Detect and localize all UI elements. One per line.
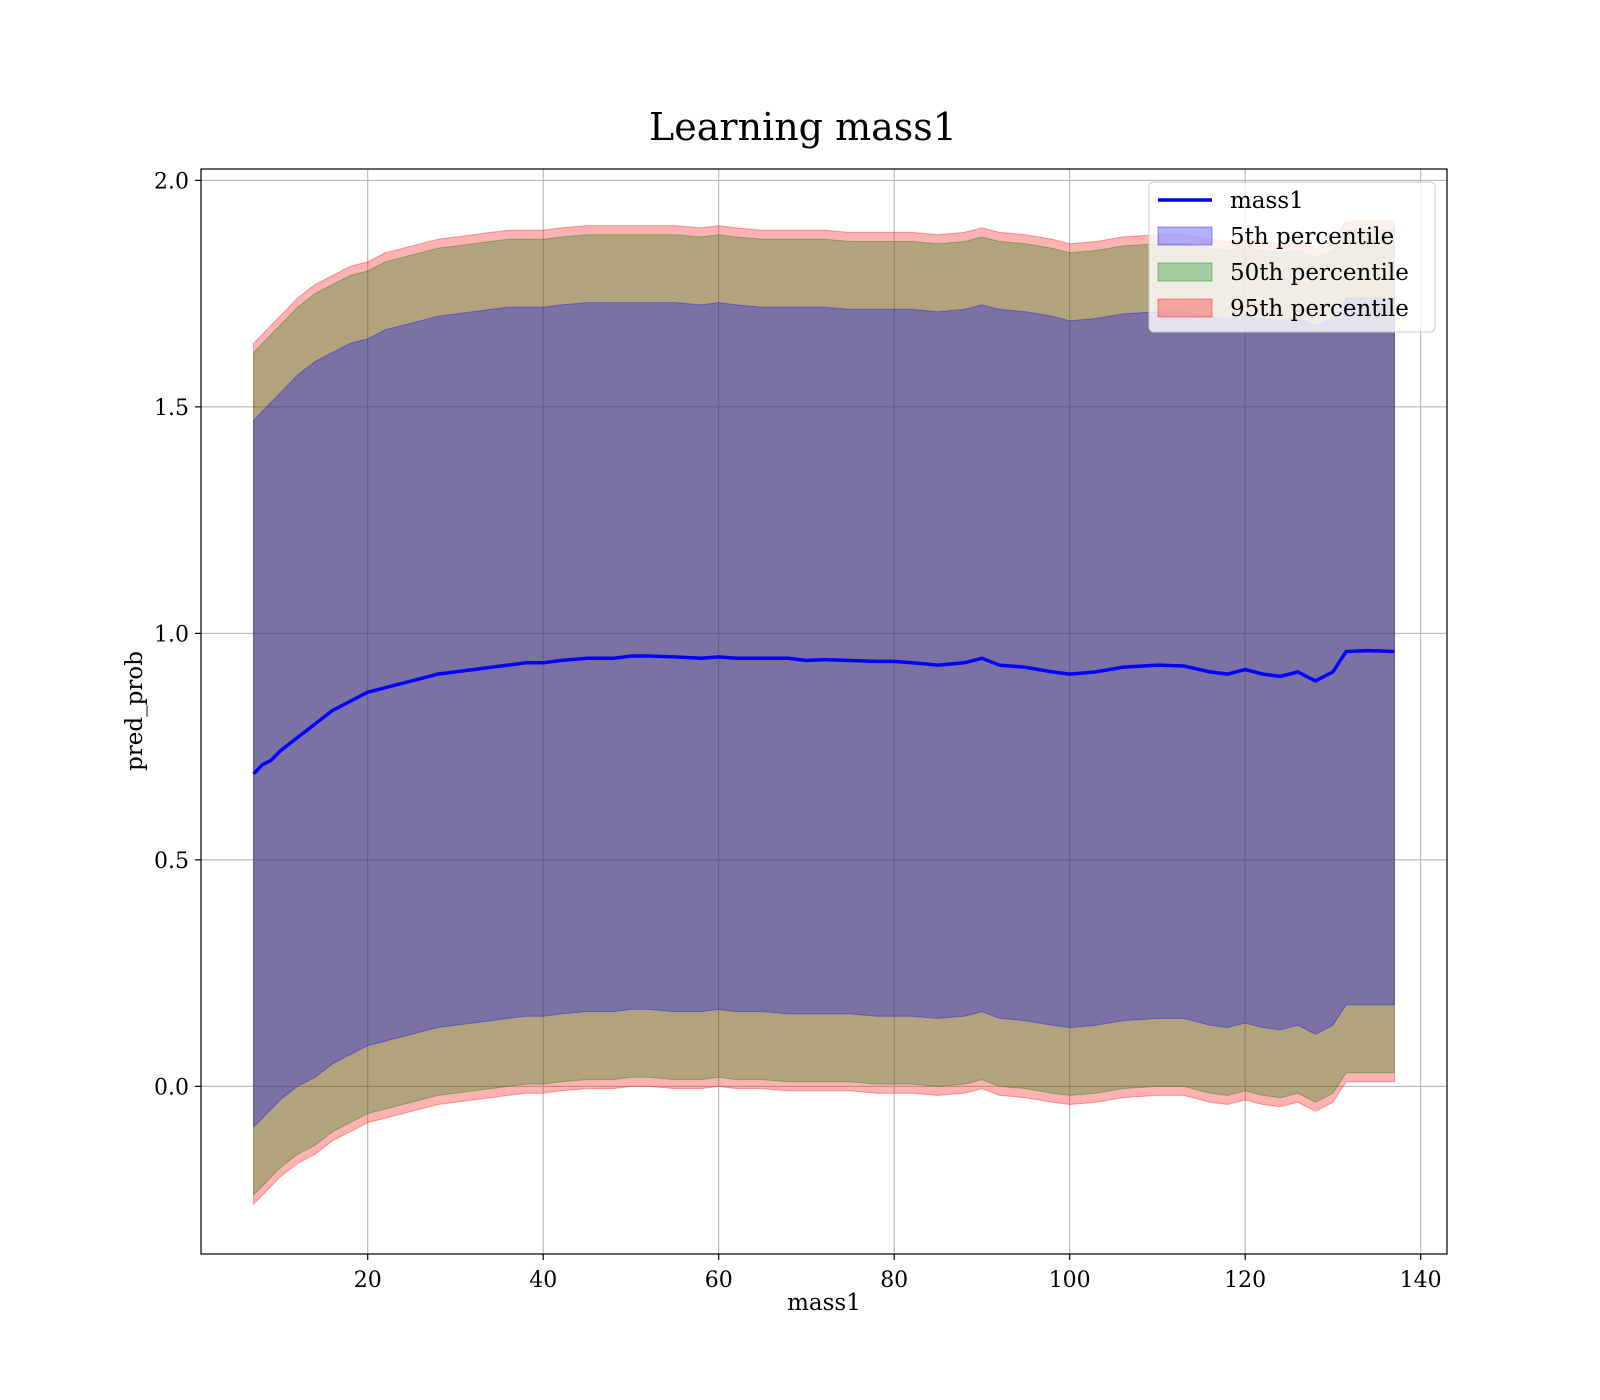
band-5th	[253, 297, 1395, 1129]
plot-background	[201, 169, 1447, 1254]
y-tick-label: 2.0	[154, 169, 189, 194]
chart-title: Learning mass1	[649, 105, 957, 149]
plot-area	[201, 169, 1447, 1254]
x-tick-label: 100	[1049, 1268, 1091, 1293]
x-axis-ticks: 20 40 60 80 100 120 140	[354, 1254, 1442, 1293]
x-tick-label: 120	[1224, 1268, 1266, 1293]
grid	[201, 169, 1447, 1254]
series-lines	[252, 648, 1395, 776]
y-tick-label: 1.0	[154, 622, 189, 647]
band-95th	[253, 220, 1395, 1206]
x-tick-label: 60	[705, 1268, 733, 1293]
x-tick-label: 20	[354, 1268, 382, 1293]
legend-swatch-50th	[1157, 262, 1213, 282]
legend-label-5th: 5th percentile	[1230, 224, 1394, 250]
series-line-mass1	[252, 648, 1395, 776]
y-tick-label: 1.5	[154, 396, 189, 421]
x-tick-label: 80	[880, 1268, 908, 1293]
y-tick-label: 0.5	[154, 849, 189, 874]
legend: mass1 5th percentile 50th percentile 95t…	[1148, 181, 1436, 333]
legend-box	[1148, 181, 1436, 333]
x-tick-label: 40	[529, 1268, 557, 1293]
legend-label-mass1: mass1	[1230, 188, 1304, 214]
band-50th	[253, 229, 1395, 1197]
x-tick-label: 140	[1400, 1268, 1442, 1293]
y-tick-label: 0.0	[154, 1075, 189, 1100]
legend-label-95th: 95th percentile	[1230, 296, 1409, 322]
plot-frame	[200, 168, 1448, 1255]
legend-label-50th: 50th percentile	[1230, 260, 1409, 286]
percentile-bands	[253, 220, 1395, 1206]
y-axis-label: pred_prob	[122, 651, 148, 771]
legend-swatch-5th	[1157, 226, 1213, 246]
y-axis-ticks: 0.0 0.5 1.0 1.5 2.0	[154, 169, 201, 1100]
x-axis-label: mass1	[787, 1290, 861, 1316]
legend-swatch-95th	[1157, 298, 1213, 318]
